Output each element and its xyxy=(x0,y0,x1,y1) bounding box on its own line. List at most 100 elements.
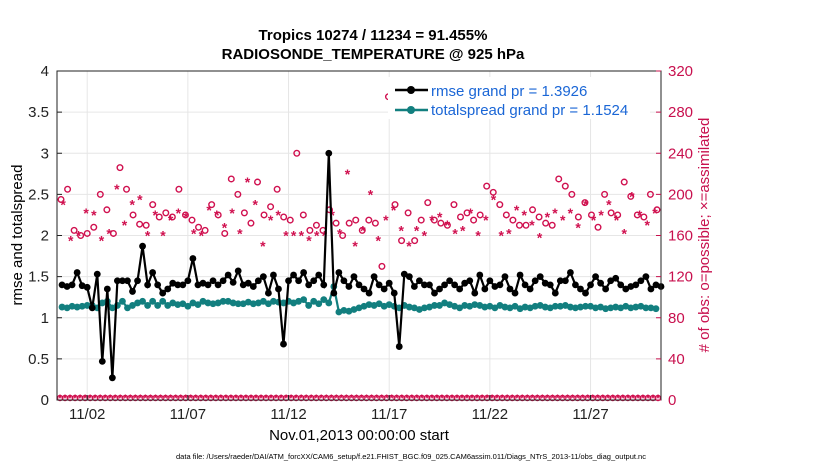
obs-assimilated-marker: * xyxy=(145,228,151,244)
rmse-point xyxy=(159,289,167,297)
y-right-tick-label: 120 xyxy=(668,269,693,286)
obs-possible-marker xyxy=(221,229,229,237)
totalspread-point xyxy=(164,302,172,309)
y-axis-left-label: rmse and totalspread xyxy=(9,165,26,306)
chart-title-line2: RADIOSONDE_TEMPERATURE @ 925 hPa xyxy=(222,46,525,63)
obs-possible-marker xyxy=(581,199,589,207)
rmse-point xyxy=(471,289,479,297)
rmse-point xyxy=(416,277,423,285)
obs-assimilated-zero-marker: * xyxy=(646,393,651,405)
rmse-point xyxy=(612,274,620,282)
obs-assimilated-marker: * xyxy=(514,202,520,218)
totalspread-point xyxy=(58,303,66,311)
obs-assimilated-marker: * xyxy=(498,228,504,244)
obs-assimilated-marker: * xyxy=(429,212,435,228)
rmse-point xyxy=(300,269,308,276)
obs-assimilated-zero-marker: * xyxy=(621,393,626,405)
totalspread-point xyxy=(627,304,635,312)
obs-possible-marker xyxy=(601,190,609,198)
obs-assimilated-marker: * xyxy=(568,205,574,221)
totalspread-point xyxy=(315,300,323,308)
obs-assimilated-zero-marker: * xyxy=(465,393,470,405)
obs-assimilated-marker: * xyxy=(299,228,305,244)
rmse-point xyxy=(164,285,172,293)
obs-possible-marker xyxy=(90,223,98,231)
obs-assimilated-zero-marker: * xyxy=(470,393,475,405)
obs-assimilated-zero-marker: * xyxy=(500,393,505,405)
rmse-point xyxy=(622,285,630,293)
obs-possible-marker xyxy=(253,178,261,186)
rmse-point xyxy=(254,277,262,285)
obs-assimilated-marker: * xyxy=(237,225,243,241)
obs-assimilated-zero-marker: * xyxy=(133,393,138,405)
rmse-point xyxy=(119,277,126,285)
totalspread-point xyxy=(461,302,469,309)
obs-possible-marker xyxy=(502,211,510,219)
obs-assimilated-marker: * xyxy=(129,197,135,213)
obs-assimilated-zero-marker: * xyxy=(445,393,450,405)
totalspread-point xyxy=(556,302,564,310)
obs-assimilated-zero-marker: * xyxy=(425,393,430,405)
totalspread-point xyxy=(174,301,182,308)
rmse-point xyxy=(461,279,469,287)
obs-assimilated-marker: * xyxy=(598,207,604,223)
obs-assimilated-zero-marker: * xyxy=(209,393,214,405)
obs-possible-marker xyxy=(116,164,124,172)
obs-assimilated-zero-marker: * xyxy=(369,393,374,405)
rmse-point xyxy=(400,270,408,278)
obs-assimilated-zero-marker: * xyxy=(601,393,606,405)
obs-assimilated-marker: * xyxy=(106,225,112,241)
obs-assimilated-zero-marker: * xyxy=(103,393,108,405)
rmse-point xyxy=(290,271,297,279)
obs-possible-marker xyxy=(352,216,360,224)
obs-possible-marker xyxy=(358,226,366,234)
obs-assimilated-marker: * xyxy=(153,207,159,223)
rmse-point xyxy=(476,271,484,279)
obs-assimilated-zero-marker: * xyxy=(535,393,540,405)
rmse-point xyxy=(315,271,323,279)
obs-assimilated-marker: * xyxy=(483,212,489,228)
obs-possible-marker xyxy=(607,209,615,217)
obs-assimilated-marker: * xyxy=(375,233,381,249)
totalspread-point xyxy=(642,304,650,312)
rmse-point xyxy=(380,285,388,293)
obs-assimilated-marker: * xyxy=(337,225,343,241)
obs-assimilated-marker: * xyxy=(137,192,143,208)
obs-possible-marker xyxy=(398,237,406,245)
rmse-point xyxy=(93,270,101,278)
obs-possible-marker xyxy=(391,201,399,209)
totalspread-point xyxy=(144,302,152,309)
totalspread-point xyxy=(219,297,227,305)
obs-assimilated-marker: * xyxy=(99,233,105,249)
y-left-tick-label: 0 xyxy=(41,392,49,409)
totalspread-point xyxy=(431,302,438,309)
obs-assimilated-zero-marker: * xyxy=(591,393,596,405)
x-tick-label: 11/22 xyxy=(472,406,508,423)
obs-assimilated-zero-marker: * xyxy=(580,393,585,405)
totalspread-point xyxy=(421,304,428,312)
obs-assimilated-marker: * xyxy=(191,225,197,241)
rmse-point xyxy=(405,273,413,281)
obs-assimilated-zero-marker: * xyxy=(575,393,580,405)
rmse-point xyxy=(340,277,348,285)
totalspread-point xyxy=(119,297,126,305)
totalspread-point xyxy=(572,304,579,312)
obs-assimilated-zero-marker: * xyxy=(214,393,219,405)
obs-possible-marker xyxy=(411,237,419,245)
y-left-tick-label: 2.5 xyxy=(28,186,49,203)
obs-possible-marker xyxy=(201,226,209,234)
rmse-point xyxy=(431,289,438,297)
obs-assimilated-zero-marker: * xyxy=(163,393,168,405)
rmse-point xyxy=(451,281,459,289)
totalspread-point xyxy=(300,296,308,304)
obs-assimilated-zero-marker: * xyxy=(249,393,254,405)
rmse-point xyxy=(350,273,358,281)
obs-assimilated-marker: * xyxy=(352,238,358,254)
obs-assimilated-zero-marker: * xyxy=(168,393,173,405)
obs-assimilated-marker: * xyxy=(468,205,474,221)
rmse-point xyxy=(285,277,292,285)
obs-possible-marker xyxy=(483,182,491,190)
totalspread-point xyxy=(305,302,313,309)
obs-possible-marker xyxy=(365,216,373,224)
obs-assimilated-zero-marker: * xyxy=(460,393,465,405)
